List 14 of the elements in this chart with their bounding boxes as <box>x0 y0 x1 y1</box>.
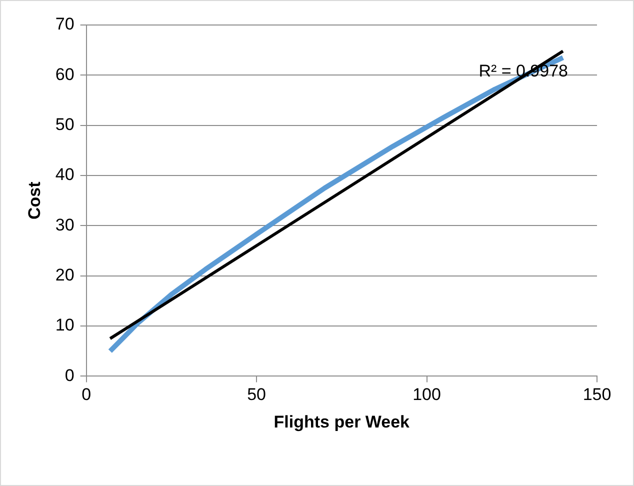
y-tick-label: 30 <box>55 215 74 234</box>
y-tick-label: 0 <box>64 366 74 385</box>
y-tick-label: 10 <box>55 316 74 335</box>
x-tick-label: 150 <box>582 385 612 404</box>
y-tick-label: 50 <box>55 115 74 134</box>
x-axis-title: Flights per Week <box>274 412 410 432</box>
y-tick-label: 70 <box>55 14 74 34</box>
y-tick-label: 20 <box>55 266 74 285</box>
x-tick-label: 0 <box>82 385 92 404</box>
x-tick-label: 50 <box>247 385 266 404</box>
x-tick-label: 100 <box>412 385 441 404</box>
y-tick-label: 40 <box>55 165 74 184</box>
y-tick-label: 60 <box>55 64 74 84</box>
y-axis-title: Cost <box>24 181 44 220</box>
